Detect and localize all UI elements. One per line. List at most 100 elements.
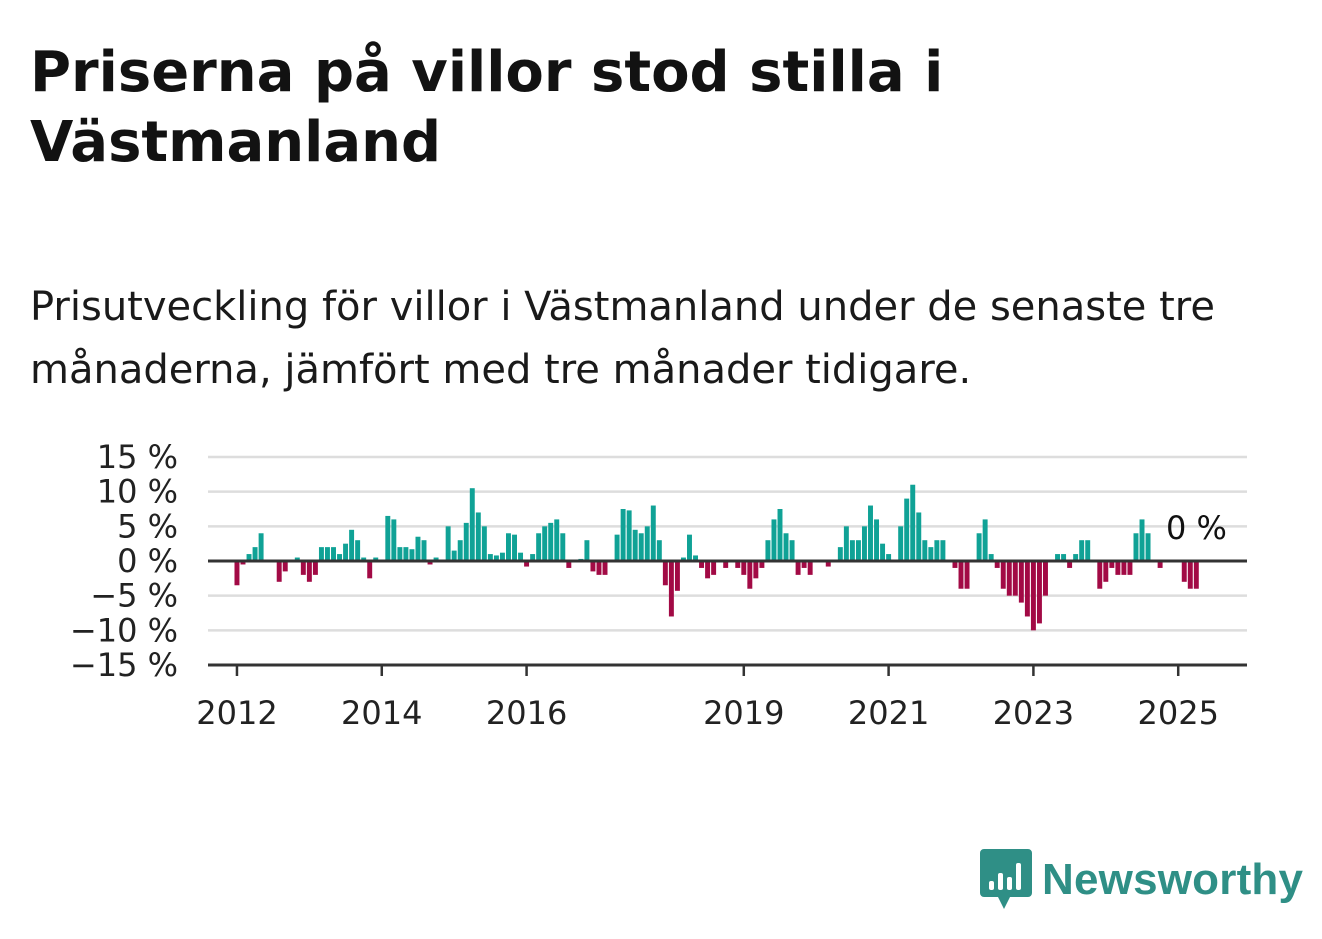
- bar-positive: [548, 522, 554, 561]
- newsworthy-logo-text: Newsworthy: [1042, 855, 1304, 904]
- bar-negative: [1067, 561, 1073, 568]
- bar-positive: [868, 505, 873, 561]
- bar-positive: [415, 536, 421, 561]
- bar-negative: [723, 561, 729, 568]
- latest-value-label: 0 %: [1166, 509, 1227, 547]
- x-tick-label: 2023: [993, 694, 1074, 732]
- bar-negative: [759, 561, 765, 568]
- x-tick-labels: 2012 2014 2016 2019 2021 2023 2025: [196, 694, 1219, 732]
- bar-positive: [874, 519, 880, 561]
- y-tick-label: 10 %: [97, 473, 178, 511]
- bar-positive: [922, 540, 928, 561]
- bar-negative: [668, 561, 674, 617]
- bar-negative: [602, 561, 608, 575]
- bar-negative: [674, 561, 680, 591]
- bar-negative: [994, 561, 1000, 568]
- bar-negative: [964, 561, 970, 589]
- bar-positive: [638, 533, 644, 561]
- bar-negative: [240, 561, 246, 565]
- bar-positive: [928, 547, 934, 561]
- bar-positive: [469, 488, 475, 561]
- bar-negative: [711, 561, 717, 575]
- bar-positive: [421, 540, 427, 561]
- bar-negative: [807, 561, 813, 575]
- bar-positive: [849, 540, 855, 561]
- bar-positive: [934, 540, 940, 561]
- bar-positive: [252, 547, 258, 561]
- bar-negative: [1115, 561, 1121, 575]
- bar-positive: [258, 533, 264, 561]
- bar-positive: [614, 534, 620, 561]
- bar-negative: [234, 561, 240, 586]
- x-tick-label: 2014: [341, 694, 422, 732]
- bar-positive: [916, 512, 922, 561]
- bar-negative: [795, 561, 801, 575]
- bar-positive: [687, 534, 692, 561]
- bar-positive: [584, 540, 590, 561]
- bar-negative: [699, 561, 705, 568]
- bar-positive: [880, 543, 886, 561]
- bar-positive: [337, 554, 343, 561]
- bar-positive: [861, 526, 867, 561]
- bar-positive: [506, 533, 511, 561]
- x-tick-label: 2021: [848, 694, 929, 732]
- bar-positive: [385, 515, 391, 561]
- bar-positive: [475, 512, 481, 561]
- bar-positive: [1079, 540, 1085, 561]
- bar-negative: [566, 561, 572, 568]
- bar-positive: [324, 547, 330, 561]
- bar-negative: [367, 561, 373, 579]
- bar-positive: [397, 547, 403, 561]
- bars: [234, 484, 1199, 631]
- bar-positive: [771, 519, 777, 561]
- bar-positive: [542, 526, 548, 561]
- bar-positive: [765, 540, 771, 561]
- bar-positive: [1061, 554, 1067, 561]
- bar-positive: [620, 509, 626, 561]
- bar-positive: [433, 557, 439, 561]
- bar-negative: [306, 561, 312, 582]
- bar-positive: [343, 543, 349, 561]
- bar-positive: [680, 557, 686, 561]
- bar-negative: [427, 561, 433, 565]
- bar-positive: [1055, 554, 1061, 561]
- bar-negative: [747, 561, 753, 589]
- bar-positive: [904, 498, 910, 561]
- bar-negative: [312, 561, 318, 575]
- bar-positive: [656, 540, 662, 561]
- bar-positive: [843, 526, 849, 561]
- y-tick-label: −15 %: [70, 646, 178, 684]
- bar-negative: [590, 561, 596, 572]
- bar-negative: [741, 561, 747, 575]
- bar-positive: [910, 484, 916, 561]
- bar-positive: [626, 510, 632, 561]
- bar-negative: [1187, 561, 1193, 589]
- bar-positive: [349, 529, 355, 561]
- bar-positive: [463, 522, 469, 561]
- bar-positive: [777, 509, 783, 561]
- bar-positive: [409, 549, 415, 561]
- bar-positive: [512, 534, 517, 561]
- y-tick-label: 0 %: [117, 542, 178, 580]
- bar-negative: [596, 561, 602, 575]
- bar-positive: [355, 540, 361, 561]
- bar-negative: [1193, 561, 1199, 589]
- bar-positive: [940, 540, 946, 561]
- bar-positive: [361, 557, 367, 561]
- bar-negative: [1157, 561, 1163, 568]
- x-tick-label: 2012: [196, 694, 277, 732]
- bar-positive: [886, 554, 892, 561]
- y-tick-label: 5 %: [117, 507, 178, 545]
- bar-negative: [958, 561, 964, 589]
- bar-positive: [1139, 519, 1145, 561]
- bar-negative: [1097, 561, 1103, 589]
- bar-positive: [246, 554, 252, 561]
- bar-negative: [1127, 561, 1133, 575]
- bar-positive: [391, 519, 397, 561]
- bar-positive: [855, 540, 861, 561]
- bar-negative: [1121, 561, 1127, 575]
- bar-positive: [1145, 533, 1151, 561]
- bar-positive: [560, 533, 566, 561]
- y-tick-label: −5 %: [90, 577, 178, 615]
- bar-positive: [650, 505, 656, 561]
